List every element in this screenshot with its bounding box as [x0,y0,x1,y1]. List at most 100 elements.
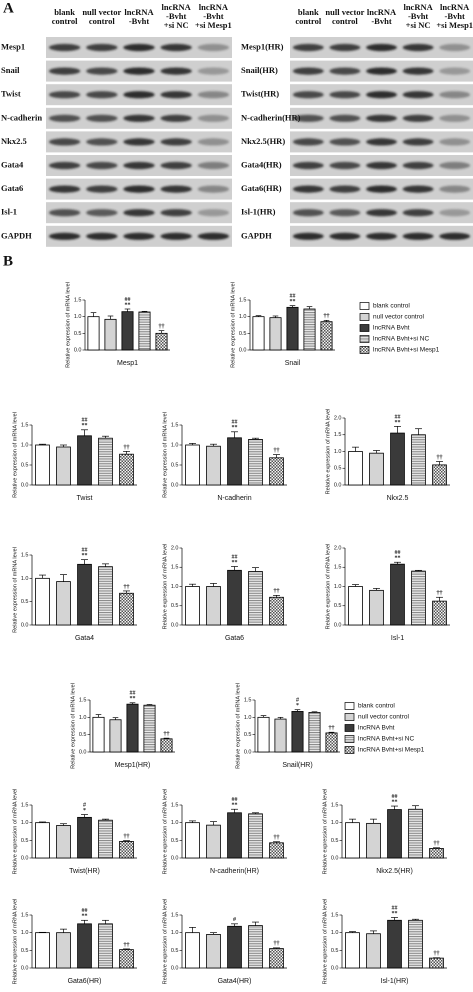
bar [408,808,423,859]
lane-header: control [52,16,78,26]
significance-mark: ## [82,548,88,554]
y-tick-label: 1.0 [21,820,29,826]
y-axis-label: Relative expression of mRNA level [12,412,18,498]
y-tick-label: 0.0 [79,749,87,755]
bar [366,822,381,859]
protein-label: Twist(HR) [241,89,279,99]
band [48,185,81,193]
significance-mark: †† [437,591,443,597]
band [439,91,471,99]
y-tick-label: 0.0 [74,347,82,353]
significance-mark: * [83,808,86,814]
x-axis-title: Gata4(HR) [218,978,252,985]
significance-mark: ## [392,794,398,800]
significance-mark: * [296,703,299,709]
bar [77,923,92,969]
significance-mark: ** [232,803,238,809]
significance-mark: ** [125,302,131,308]
legend-label: null vector control [358,714,409,721]
bar [429,957,444,969]
band [160,114,192,122]
band [439,185,471,193]
legend-label: lncRNA Bvht [358,725,395,732]
bar [185,586,200,626]
y-tick-label: 0.5 [21,948,29,954]
y-tick-label: 0.5 [334,466,342,472]
significance-mark: # [296,698,299,704]
y-tick-label: 0.0 [244,749,252,755]
lane-header: control [295,16,321,26]
band [197,114,230,122]
significance-mark: ## [82,418,88,424]
y-tick-label: 1.5 [244,697,252,703]
band [123,161,155,170]
y-tick-label: 2.0 [334,415,342,421]
band [329,209,361,217]
bar [35,577,50,626]
protein-label: Gata4 [1,159,24,169]
band [48,232,81,240]
y-tick-label: 0.0 [171,482,179,488]
y-tick-label: 0.5 [239,331,247,337]
band [402,43,434,52]
y-tick-label: 1.0 [334,449,342,455]
x-axis-title: Snail(HR) [282,762,312,769]
x-axis-title: Gata4 [75,635,94,642]
significance-mark: ** [395,420,401,426]
protein-label: Isl-1 [1,207,17,217]
band [123,91,155,99]
bar [160,738,173,753]
y-tick-label: 1.5 [171,422,179,428]
legend-swatch [344,702,355,710]
x-axis-title: Isl-1(HR) [381,978,409,985]
band [160,138,192,146]
y-tick-label: 0.5 [244,732,252,738]
bar [56,581,71,626]
significance-mark: †† [124,942,130,948]
band [160,91,192,99]
band [329,67,361,75]
significance-mark: ## [290,294,296,300]
lane-header: null vector [325,7,364,17]
y-tick-label: 1.0 [21,442,29,448]
protein-label: Mesp1 [1,41,25,51]
band [366,67,397,75]
bar [269,457,284,486]
bar [35,444,50,486]
y-tick-label: 1.5 [334,432,342,438]
lane-header: -Bvht [371,16,391,26]
significance-mark: ## [395,414,401,420]
x-axis-title: Mesp1(HR) [115,762,151,769]
bar [269,948,284,969]
significance-mark: ** [232,425,238,431]
band [402,209,434,217]
band [439,209,471,217]
bar [121,311,134,351]
lane-header: lncRNA [403,2,433,12]
y-tick-label: 1.0 [244,715,252,721]
band [48,67,81,75]
y-tick-label: 1.0 [74,314,82,320]
bar [291,711,304,753]
x-axis-title: Gata6(HR) [68,978,102,985]
band [197,91,230,99]
bar [185,444,200,486]
band [48,209,81,217]
bar [345,822,360,859]
bar [366,933,381,969]
band [329,114,361,122]
band [366,185,397,193]
bar [348,451,363,486]
lane-header: +si NC [406,20,431,30]
bar [98,923,113,969]
band [197,161,230,170]
band [439,138,471,146]
bar [432,600,447,626]
bar [35,932,50,969]
bar [227,569,242,626]
significance-mark: # [233,917,236,923]
band [86,161,118,170]
band [402,91,434,99]
lane-header: null vector [82,7,121,17]
y-axis-label: Relative expression of mRNA level [162,899,168,985]
